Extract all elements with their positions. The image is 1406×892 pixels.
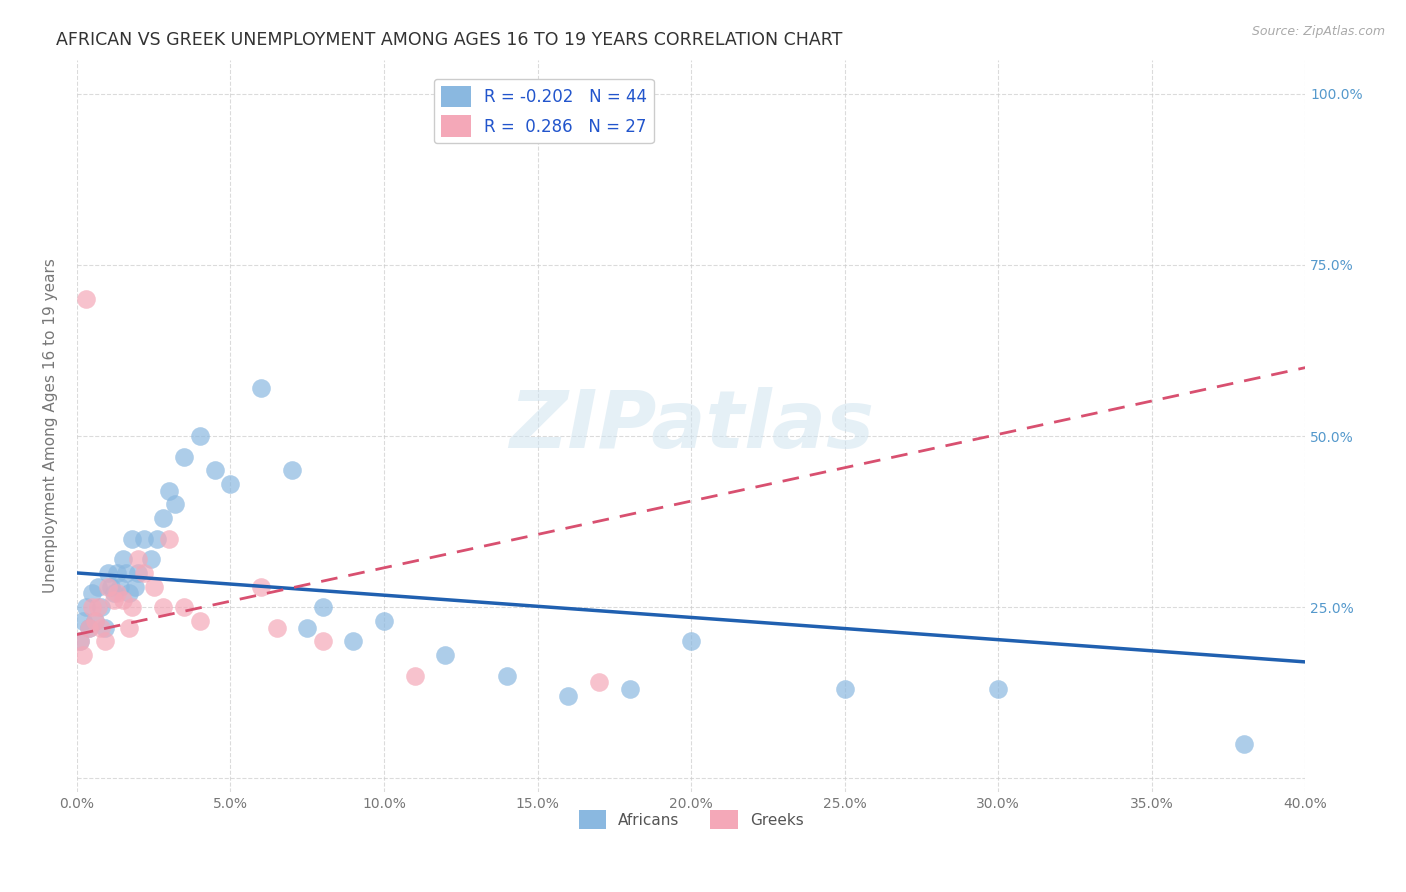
Point bbox=[100, 580, 122, 594]
Text: Source: ZipAtlas.com: Source: ZipAtlas.com bbox=[1251, 25, 1385, 38]
Point bbox=[373, 614, 395, 628]
Point bbox=[1233, 737, 1256, 751]
Point bbox=[97, 580, 120, 594]
Point bbox=[111, 552, 134, 566]
Point bbox=[142, 580, 165, 594]
Point bbox=[250, 381, 273, 395]
Point bbox=[134, 566, 156, 580]
Point bbox=[84, 614, 107, 628]
Point bbox=[121, 532, 143, 546]
Point bbox=[145, 532, 167, 546]
Point bbox=[93, 621, 115, 635]
Point bbox=[188, 429, 211, 443]
Point bbox=[157, 532, 180, 546]
Point bbox=[90, 600, 112, 615]
Point bbox=[188, 614, 211, 628]
Point bbox=[173, 600, 195, 615]
Point bbox=[266, 621, 288, 635]
Point bbox=[588, 675, 610, 690]
Text: ZIPatlas: ZIPatlas bbox=[509, 387, 873, 465]
Point bbox=[219, 477, 242, 491]
Point bbox=[404, 668, 426, 682]
Point bbox=[87, 600, 110, 615]
Point bbox=[75, 292, 97, 306]
Point bbox=[311, 634, 333, 648]
Point bbox=[87, 580, 110, 594]
Point bbox=[342, 634, 364, 648]
Point bbox=[834, 682, 856, 697]
Point bbox=[77, 621, 100, 635]
Point bbox=[134, 532, 156, 546]
Legend: Africans, Greeks: Africans, Greeks bbox=[572, 804, 810, 836]
Point bbox=[75, 600, 97, 615]
Point bbox=[77, 621, 100, 635]
Point bbox=[103, 586, 125, 600]
Point bbox=[108, 580, 131, 594]
Point bbox=[121, 600, 143, 615]
Point bbox=[619, 682, 641, 697]
Point bbox=[69, 634, 91, 648]
Point bbox=[557, 689, 579, 703]
Point bbox=[69, 634, 91, 648]
Point bbox=[127, 552, 149, 566]
Point bbox=[105, 566, 128, 580]
Point bbox=[281, 463, 304, 477]
Point bbox=[139, 552, 162, 566]
Point bbox=[987, 682, 1010, 697]
Point bbox=[105, 586, 128, 600]
Point bbox=[681, 634, 703, 648]
Point bbox=[118, 621, 141, 635]
Point bbox=[97, 566, 120, 580]
Point bbox=[103, 593, 125, 607]
Point bbox=[93, 634, 115, 648]
Point bbox=[82, 600, 104, 615]
Text: AFRICAN VS GREEK UNEMPLOYMENT AMONG AGES 16 TO 19 YEARS CORRELATION CHART: AFRICAN VS GREEK UNEMPLOYMENT AMONG AGES… bbox=[56, 31, 842, 49]
Point bbox=[72, 614, 94, 628]
Point bbox=[152, 511, 174, 525]
Point bbox=[173, 450, 195, 464]
Point bbox=[434, 648, 457, 662]
Point bbox=[72, 648, 94, 662]
Y-axis label: Unemployment Among Ages 16 to 19 years: Unemployment Among Ages 16 to 19 years bbox=[44, 259, 58, 593]
Point bbox=[165, 498, 187, 512]
Point bbox=[204, 463, 226, 477]
Point bbox=[495, 668, 517, 682]
Point bbox=[82, 586, 104, 600]
Point bbox=[127, 566, 149, 580]
Point bbox=[111, 593, 134, 607]
Point bbox=[115, 566, 138, 580]
Point bbox=[157, 483, 180, 498]
Point bbox=[90, 621, 112, 635]
Point bbox=[152, 600, 174, 615]
Point bbox=[250, 580, 273, 594]
Point bbox=[124, 580, 146, 594]
Point bbox=[84, 614, 107, 628]
Point bbox=[311, 600, 333, 615]
Point bbox=[297, 621, 319, 635]
Point bbox=[118, 586, 141, 600]
